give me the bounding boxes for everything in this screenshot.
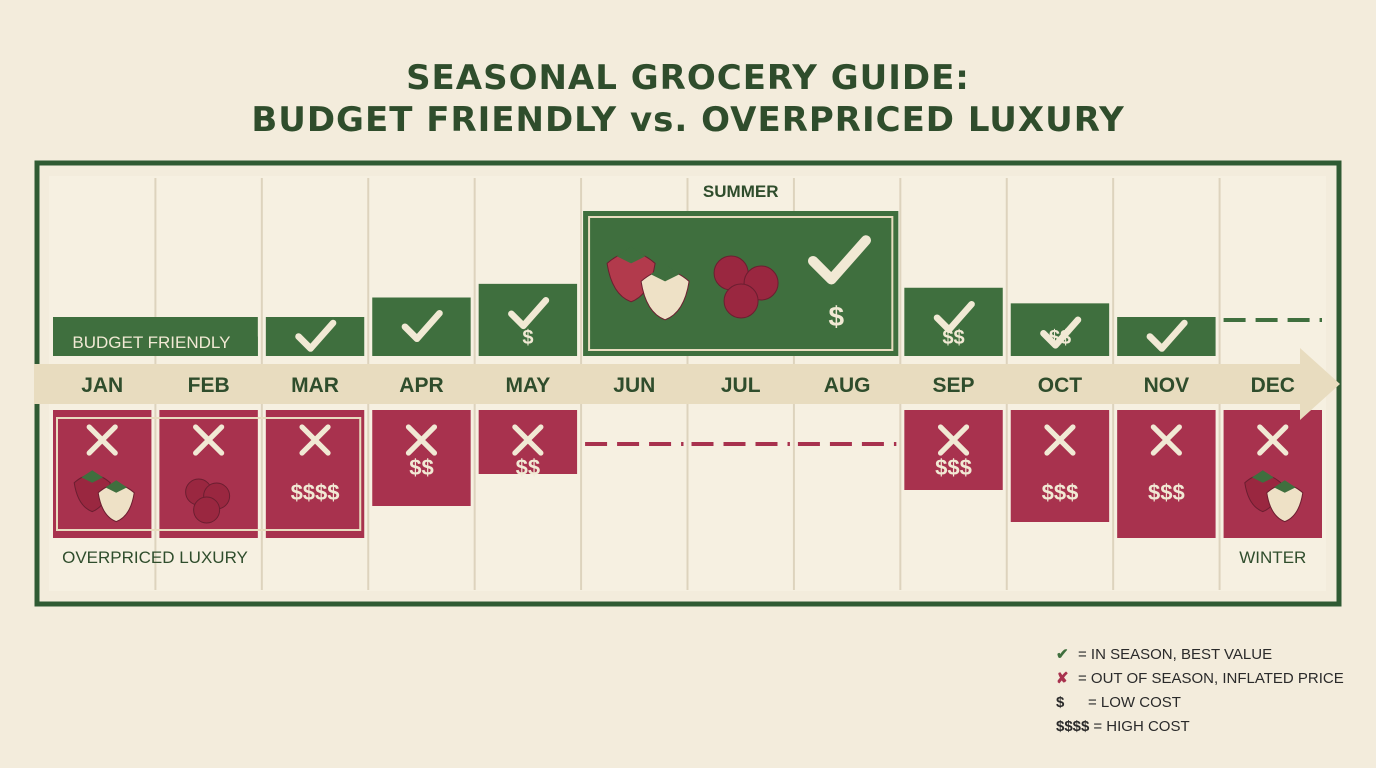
chart-title-line-2: BUDGET FRIENDLY vs. OVERPRICED LUXURY (251, 100, 1125, 140)
month-label: JUL (721, 374, 761, 397)
overpriced-luxury-label: OVERPRICED LUXURY (62, 548, 248, 567)
budget-bar-nov (1117, 317, 1216, 356)
check-icon (933, 300, 975, 334)
month-label: JUN (613, 374, 655, 397)
summer-inner-border (588, 216, 894, 351)
budget-bar-apr (372, 297, 471, 356)
luxury-bar-apr (372, 410, 471, 506)
cost-symbol: $$$ (1148, 480, 1185, 505)
legend-text: = IN SEASON, BEST VALUE (1078, 645, 1273, 663)
check-icon (807, 235, 871, 285)
check-icon (1146, 319, 1188, 352)
cross-icon (937, 424, 970, 456)
check-icon (508, 297, 550, 330)
luxury-bar-oct (1010, 410, 1110, 522)
dollar-icon: $ (1056, 693, 1065, 711)
blueberry-icon (723, 283, 759, 319)
winter-label: WINTER (1239, 548, 1306, 567)
check-icon: ✔ (1056, 646, 1069, 663)
month-arrow (34, 348, 1340, 420)
cost-symbol: $ (522, 327, 533, 349)
legend-text: = HIGH COST (1093, 717, 1190, 735)
strawberry-icon-leaf (1273, 480, 1296, 493)
month-label: OCT (1038, 374, 1083, 397)
month-label: NOV (1144, 374, 1190, 397)
month-label: MAY (506, 374, 551, 397)
check-icon (401, 309, 443, 343)
blueberry-icon (193, 496, 221, 524)
legend-row-high-cost: $$$$ = HIGH COST (1056, 714, 1344, 738)
strawberry-icon-leaf (105, 480, 128, 493)
strawberry-icon-leaf (1251, 470, 1274, 483)
cost-symbol: $$$$ (291, 480, 340, 505)
check-icon (1040, 316, 1082, 349)
luxury-bar-dec (1223, 410, 1322, 538)
budget-friendly-label: BUDGET FRIENDLY (72, 333, 230, 352)
check-icon (295, 319, 337, 352)
cross-icon (405, 424, 438, 456)
legend-text: = LOW COST (1088, 693, 1181, 711)
luxury-bar-sep (904, 410, 1003, 490)
cross-icon: ✘ (1056, 670, 1069, 687)
legend-row-cross: ✘ = OUT OF SEASON, INFLATED PRICE (1056, 666, 1344, 690)
luxury-bar-jan (53, 410, 152, 538)
chart-title-line-1: SEASONAL GROCERY GUIDE: (406, 58, 970, 98)
cost-symbol: $$ (516, 455, 540, 480)
cross-icon (299, 424, 331, 456)
cross-icon (1257, 424, 1289, 456)
month-label: APR (399, 374, 443, 397)
luxury-bar-mar (265, 410, 365, 538)
month-label: SEP (933, 374, 975, 397)
cost-symbol: $$ (942, 327, 964, 349)
cost-symbol: $$ (1049, 327, 1071, 349)
cross-icon (193, 424, 225, 456)
luxury-bar-nov (1117, 410, 1216, 538)
cost-symbol: $$ (409, 455, 433, 480)
legend: ✔ = IN SEASON, BEST VALUE ✘ = OUT OF SEA… (1056, 642, 1344, 738)
cost-symbol: $$$ (935, 455, 972, 480)
month-label: JAN (81, 374, 123, 397)
strawberry-icon-leaf (616, 246, 646, 264)
cross-icon (512, 424, 544, 456)
month-label: DEC (1251, 374, 1295, 397)
budget-bar-oct (1010, 303, 1110, 356)
budget-bar-mar (265, 317, 365, 356)
legend-text: = OUT OF SEASON, INFLATED PRICE (1078, 669, 1344, 687)
cost-symbol: $ (829, 301, 845, 332)
cross-icon (1150, 424, 1182, 456)
cross-icon (1044, 424, 1076, 456)
strawberry-icon-leaf (81, 470, 104, 483)
summer-label: SUMMER (703, 182, 779, 201)
strawberry-icon-leaf (650, 264, 680, 282)
legend-row-low-cost: $ = LOW COST (1056, 690, 1344, 714)
month-label: AUG (824, 374, 871, 397)
month-label: MAR (291, 374, 339, 397)
cross-icon (86, 424, 118, 456)
legend-row-check: ✔ = IN SEASON, BEST VALUE (1056, 642, 1344, 666)
month-label: FEB (188, 374, 230, 397)
winter-inner-border (56, 417, 362, 531)
budget-bar-jan-feb (53, 317, 258, 356)
cost-symbol: $$$ (1042, 480, 1079, 505)
dollar-icon: $$$$ (1056, 717, 1090, 735)
